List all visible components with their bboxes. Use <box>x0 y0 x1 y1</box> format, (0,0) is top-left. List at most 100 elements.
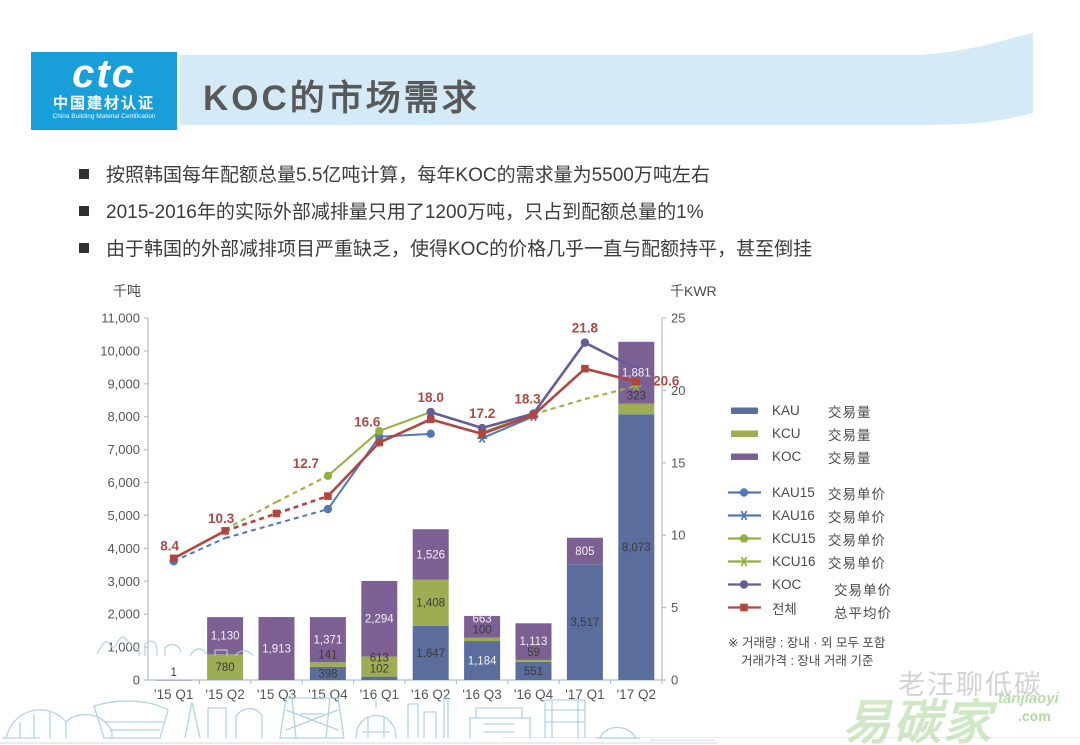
price-line-total <box>326 441 381 498</box>
marker-square-icon <box>375 438 384 447</box>
marker-square-icon <box>272 509 281 518</box>
legend-series-desc: 交易单价 <box>828 486 886 502</box>
marker-square-icon <box>426 415 435 424</box>
right-axis-tick-label: 15 <box>671 455 685 470</box>
watermark-brand: 易碳家 <box>843 697 994 745</box>
price-line-kcu15 <box>327 430 380 477</box>
logo-chinese-name: 中国建材认证 <box>52 95 155 112</box>
legend-series-desc: 交易单价 <box>834 582 892 598</box>
marker-square-icon <box>478 430 486 438</box>
price-annotation: 10.3 <box>208 511 235 526</box>
price-annotation: 17.2 <box>469 406 495 421</box>
bar-value-label: 8,073 <box>622 542 651 554</box>
legend-series-name: KAU15 <box>772 485 815 500</box>
bullet-item-1: 按照韩国每年配额总量5.5亿吨计算，每年KOC的需求量为5500万吨左右 <box>79 155 812 192</box>
page-title: KOC的市场需求 <box>203 79 480 118</box>
price-line-kau15 <box>379 432 431 438</box>
right-axis-tick-label: 5 <box>671 600 678 615</box>
legend-footnote-1: ※ 거래량 : 장내 · 외 모두 포함 <box>728 636 886 650</box>
marker-circle-icon <box>739 580 749 589</box>
bullet-item-3: 由于韩国的外部减排项目严重缺乏，使得KOC的价格几乎一直与配额持平，甚至倒挂 <box>79 229 812 266</box>
left-axis-tick-label: 9,000 <box>107 376 140 391</box>
legend-item-kau: KAU 交易量 <box>728 399 988 422</box>
bar-value-label: 2,294 <box>365 614 394 626</box>
legend-series-name: KCU <box>772 426 801 441</box>
price-line-koc <box>532 341 586 415</box>
price-line-kau16 <box>481 415 534 440</box>
x-axis-category-label: '15 Q1 <box>154 687 193 702</box>
bar-value-label: 398 <box>318 668 337 680</box>
price-line-kcu15 <box>378 411 432 432</box>
bar-segment <box>258 617 295 680</box>
bar-value-label: 1,881 <box>622 368 651 380</box>
marker-square-icon <box>740 603 748 612</box>
price-annotation: 8.4 <box>160 538 179 553</box>
legend-item-kcu: KCU 交易量 <box>728 422 988 445</box>
price-annotation: 18.0 <box>418 390 444 405</box>
marker-circle-icon <box>426 429 435 439</box>
bar-segment <box>464 615 501 638</box>
bottom-divider <box>500 737 1080 738</box>
legend-series-desc: 交易量 <box>828 427 872 443</box>
bar-segment <box>566 564 603 680</box>
price-annotation: 18.3 <box>514 392 541 407</box>
legend-series-desc: 交易量 <box>828 404 872 420</box>
price-annotation: 12.7 <box>293 456 319 471</box>
marker-circle-icon <box>739 534 749 543</box>
right-axis-tick-label: 25 <box>671 311 685 326</box>
bar-segment <box>515 623 552 660</box>
price-line-kau15 <box>276 508 329 525</box>
right-axis-title: 千KWR <box>670 283 717 299</box>
marker-circle-icon <box>426 407 435 417</box>
bar-segment <box>618 414 655 680</box>
left-axis-tick-label: 3,000 <box>107 574 140 589</box>
left-axis-title: 千吨 <box>113 283 141 299</box>
price-line-koc <box>584 341 637 370</box>
marker-circle-icon <box>375 426 384 436</box>
bar-value-label: 1,913 <box>262 644 291 656</box>
bar-value-label: 100 <box>473 625 492 637</box>
x-axis-category-label: '15 Q2 <box>205 687 244 702</box>
legend-series-desc: 交易单价 <box>828 532 886 548</box>
legend-swatch-icon <box>731 453 758 460</box>
right-axis-tick-label: 20 <box>671 383 685 398</box>
bullet-square-icon <box>79 242 89 253</box>
price-line-kau15 <box>327 436 381 510</box>
marker-square-icon <box>324 492 332 500</box>
bar-value-label: 1 <box>170 667 176 679</box>
bar-segment <box>464 637 501 642</box>
bar-segment <box>309 666 346 680</box>
legend-item-kcu15: KCU15 交易单价 <box>728 527 988 550</box>
price-line-total <box>224 512 277 533</box>
logo-text: ctc <box>72 52 136 96</box>
combo-chart: 0 1,000 2,000 3,000 4,000 5,000 6,000 7,000 8,00… <box>100 283 717 702</box>
x-axis-category-label: '17 Q2 <box>617 687 656 702</box>
bar-value-label: 1,113 <box>520 636 548 648</box>
price-line-total <box>378 418 432 444</box>
legend-footnotes: ※ 거래량 : 장내 · 외 모두 포함 거래가격 : 장내 거래 기준 <box>728 634 988 670</box>
chart-area: 0 1,000 2,000 3,000 4,000 5,000 6,000 7,000 8,00… <box>95 280 725 725</box>
legend-series-desc: 总平均价 <box>834 605 892 621</box>
legend-item-전체: 전체 总平均价 <box>728 596 988 621</box>
legend-series-name: KAU16 <box>772 508 815 523</box>
bar-segment <box>361 676 398 680</box>
left-axis-tick-label: 2,000 <box>107 607 140 622</box>
left-axis-tick-label: 1,000 <box>107 640 140 655</box>
sketch-squiggle-decoration <box>96 636 254 657</box>
price-annotation: 21.8 <box>572 321 599 336</box>
legend-swatch-icon <box>728 488 761 497</box>
legend-swatch-icon <box>731 430 758 437</box>
bar-value-label: 141 <box>318 649 337 661</box>
price-line-kcu15 <box>276 474 329 503</box>
bar-segment <box>618 403 655 415</box>
bullet-text: 由于韩国的外部减排项目严重缺乏，使得KOC的价格几乎一直与配额持平，甚至倒挂 <box>106 239 813 260</box>
left-axis-tick-label: 4,000 <box>107 541 140 556</box>
marker-circle-icon <box>580 338 590 347</box>
bar-value-label: 1,184 <box>468 656 497 668</box>
bar-value-label: 780 <box>216 662 235 674</box>
price-line-total <box>532 367 586 416</box>
skyline-sketch-decoration <box>0 697 718 744</box>
marker-star-icon <box>739 556 749 567</box>
legend-item-koc: KOC 交易单价 <box>728 573 988 598</box>
